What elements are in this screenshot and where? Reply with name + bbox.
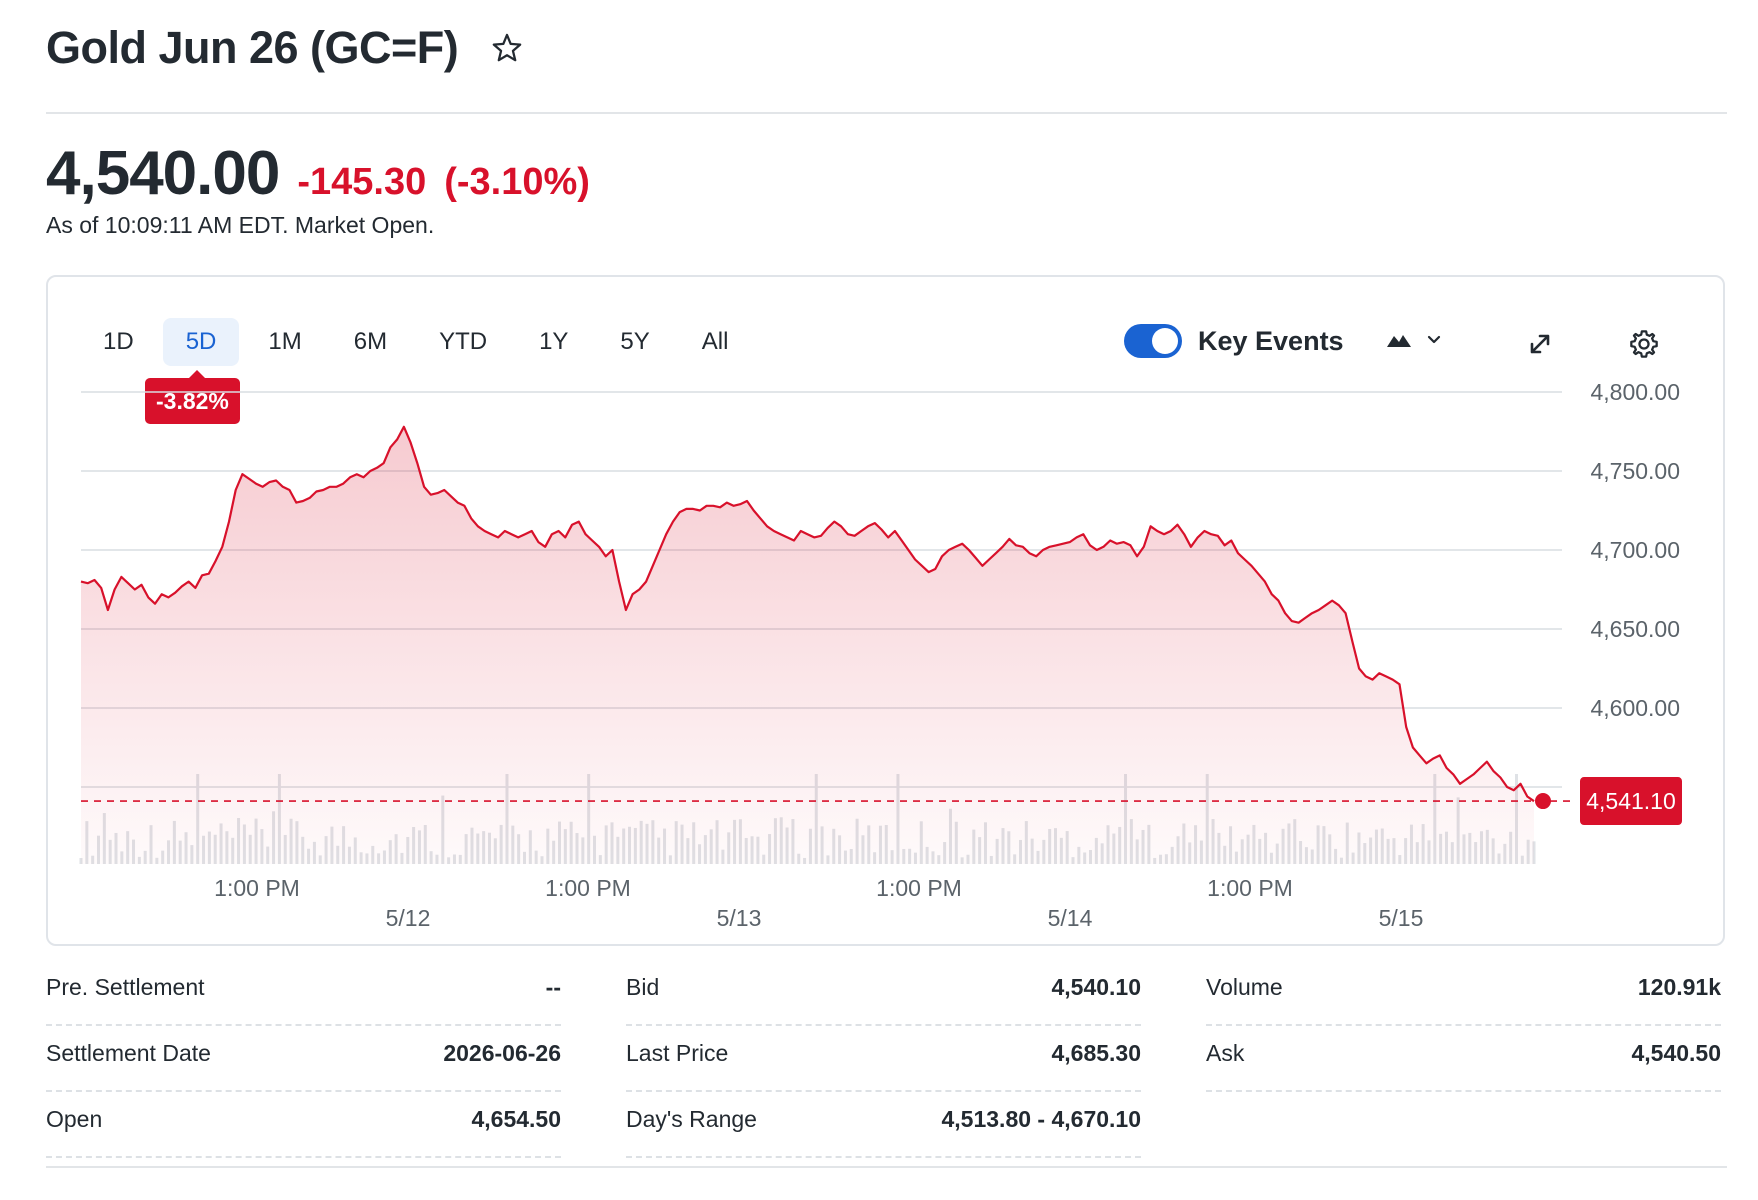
price-change: -145.30 [297,161,427,203]
stat-value: 4,540.10 [1051,974,1141,1000]
x-axis-date-label: 5/13 [717,905,762,931]
divider [46,112,1727,114]
x-axis-time-label: 1:00 PM [214,875,300,901]
stat-value: 4,685.30 [1051,1040,1141,1066]
chart-type-selector[interactable] [1386,330,1444,350]
key-events-label: Key Events [1198,325,1344,356]
quote-row: 4,540.00 -145.30 (-3.10%) [46,138,590,209]
stats-column-3: Volume 120.91k Ask 4,540.50 [1206,962,1721,1094]
gear-icon[interactable] [1628,328,1660,360]
divider [46,1166,1727,1168]
mountain-chart-icon [1387,335,1411,347]
current-price: 4,540.00 [46,139,280,208]
toggle-knob [1152,328,1178,354]
range-tab-ytd[interactable]: YTD [439,328,488,355]
x-axis-time-label: 1:00 PM [1207,875,1293,901]
range-selector: 1D 5D 1M 6M YTD 1Y 5Y All [80,318,757,366]
y-axis-label: 4,650.00 [1590,616,1680,642]
stat-row: Pre. Settlement -- [46,962,561,1026]
stat-label: Open [46,1106,103,1132]
star-icon[interactable] [490,31,524,65]
current-price-label: 4,541.10 [1586,788,1676,814]
stat-value: 4,540.50 [1631,1040,1721,1066]
market-status: As of 10:09:11 AM EDT. Market Open. [46,212,435,238]
stat-label: Bid [626,974,660,1000]
stat-row: Last Price 4,685.30 [626,1028,1141,1092]
range-tab-5d[interactable]: 5D [162,318,240,366]
toggle-switch[interactable] [1124,324,1182,358]
range-tab-1d[interactable]: 1D [103,328,134,355]
x-axis-date-label: 5/15 [1379,905,1424,931]
stat-value: 4,513.80 - 4,670.10 [941,1106,1142,1132]
x-axis-date-label: 5/14 [1048,905,1093,931]
range-tab-all[interactable]: All [701,328,729,355]
stat-label: Volume [1206,974,1283,1000]
price-change-percent: (-3.10%) [444,161,590,203]
stat-label: Pre. Settlement [46,974,205,1000]
stats-column-2: Bid 4,540.10 Last Price 4,685.30 Day's Range… [626,962,1141,1160]
stat-row: Bid 4,540.10 [626,962,1141,1026]
y-axis-label: 4,750.00 [1590,458,1680,484]
key-events-toggle[interactable]: Key Events [1124,324,1344,358]
expand-icon[interactable] [1524,328,1556,360]
stat-row: Ask 4,540.50 [1206,1028,1721,1092]
title-row: Gold Jun 26 (GC=F) [46,18,524,78]
x-axis-time-label: 1:00 PM [545,875,631,901]
current-price-badge [1580,777,1682,826]
stat-row: Volume 120.91k [1206,962,1721,1026]
x-axis-time-label: 1:00 PM [876,875,962,901]
y-axis-label: 4,600.00 [1590,695,1680,721]
stat-label: Settlement Date [46,1040,211,1066]
stat-row: Settlement Date 2026-06-26 [46,1028,561,1092]
range-tab-1y[interactable]: 1Y [539,328,569,355]
chevron-down-icon [1427,335,1441,344]
stat-label: Last Price [626,1040,729,1066]
stat-label: Day's Range [626,1106,757,1132]
stat-row: Day's Range 4,513.80 - 4,670.10 [626,1094,1141,1158]
stats-column-1: Pre. Settlement -- Settlement Date 2026-06-… [46,962,561,1160]
stat-value: 2026-06-26 [443,1040,561,1066]
stat-label: Ask [1206,1040,1245,1066]
y-axis-label: 4,700.00 [1590,537,1680,563]
price-line [80,425,1535,803]
x-axis-date-label: 5/12 [386,905,431,931]
stat-value: 120.91k [1637,974,1721,1000]
stat-value: -- [545,974,561,1000]
current-price-dot [1535,793,1551,810]
stat-value: 4,654.50 [471,1106,561,1132]
price-area [81,426,1534,864]
page-title: Gold Jun 26 (GC=F) [46,22,459,73]
y-axis-label: 4,800.00 [1590,379,1680,405]
range-tab-6m[interactable]: 6M [353,328,388,355]
range-tab-1m[interactable]: 1M [268,328,302,355]
range-tab-5y[interactable]: 5Y [620,328,650,355]
stat-row: Open 4,654.50 [46,1094,561,1158]
